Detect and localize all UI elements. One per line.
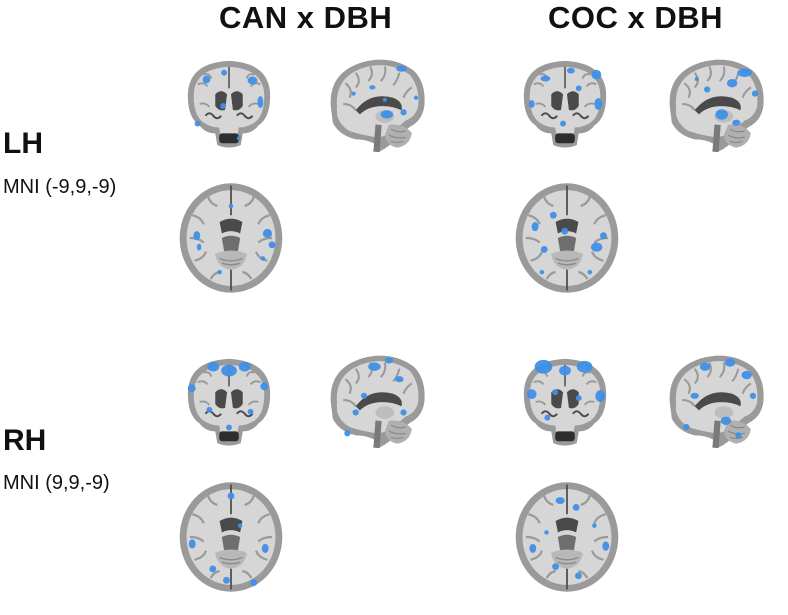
brain-coronal-slice-lh-can — [180, 55, 278, 153]
brain-sagittal-slice-lh-coc — [653, 52, 778, 156]
column-title-can-dbh: CAN x DBH — [219, 0, 393, 35]
column-title-coc-dbh: COC x DBH — [548, 0, 724, 35]
brain-coronal-slice-rh-coc — [516, 353, 614, 451]
brain-coronal-slice-rh-can — [180, 353, 278, 451]
brain-axial-slice-rh-can — [171, 480, 291, 594]
brain-sagittal-slice-lh-can — [314, 52, 439, 156]
brain-axial-slice-lh-coc — [507, 181, 627, 295]
brain-axial-slice-rh-coc — [507, 480, 627, 594]
row-label-rh: RH — [3, 424, 47, 457]
row-coords-rh: MNI (9,9,-9) — [3, 472, 110, 494]
brain-sagittal-slice-rh-can — [314, 348, 439, 452]
brain-axial-slice-lh-can — [171, 181, 291, 295]
row-coords-lh: MNI (-9,9,-9) — [3, 176, 117, 198]
brain-coronal-slice-lh-coc — [516, 55, 614, 153]
brain-sagittal-slice-rh-coc — [653, 348, 778, 452]
row-label-lh: LH — [3, 127, 43, 160]
